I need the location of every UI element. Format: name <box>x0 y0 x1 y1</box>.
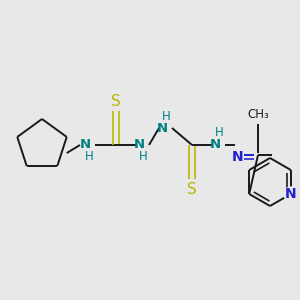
Text: N: N <box>156 122 168 134</box>
Text: H: H <box>162 110 170 124</box>
Text: CH₃: CH₃ <box>247 107 269 121</box>
Text: N: N <box>134 139 145 152</box>
Text: H: H <box>139 151 147 164</box>
Text: S: S <box>111 94 121 109</box>
Text: N: N <box>209 139 220 152</box>
Text: N: N <box>80 139 91 152</box>
Circle shape <box>284 187 298 201</box>
Text: H: H <box>85 151 93 164</box>
Text: H: H <box>214 127 224 140</box>
Text: N: N <box>232 150 244 164</box>
Text: S: S <box>187 182 197 196</box>
Text: N: N <box>285 187 297 201</box>
